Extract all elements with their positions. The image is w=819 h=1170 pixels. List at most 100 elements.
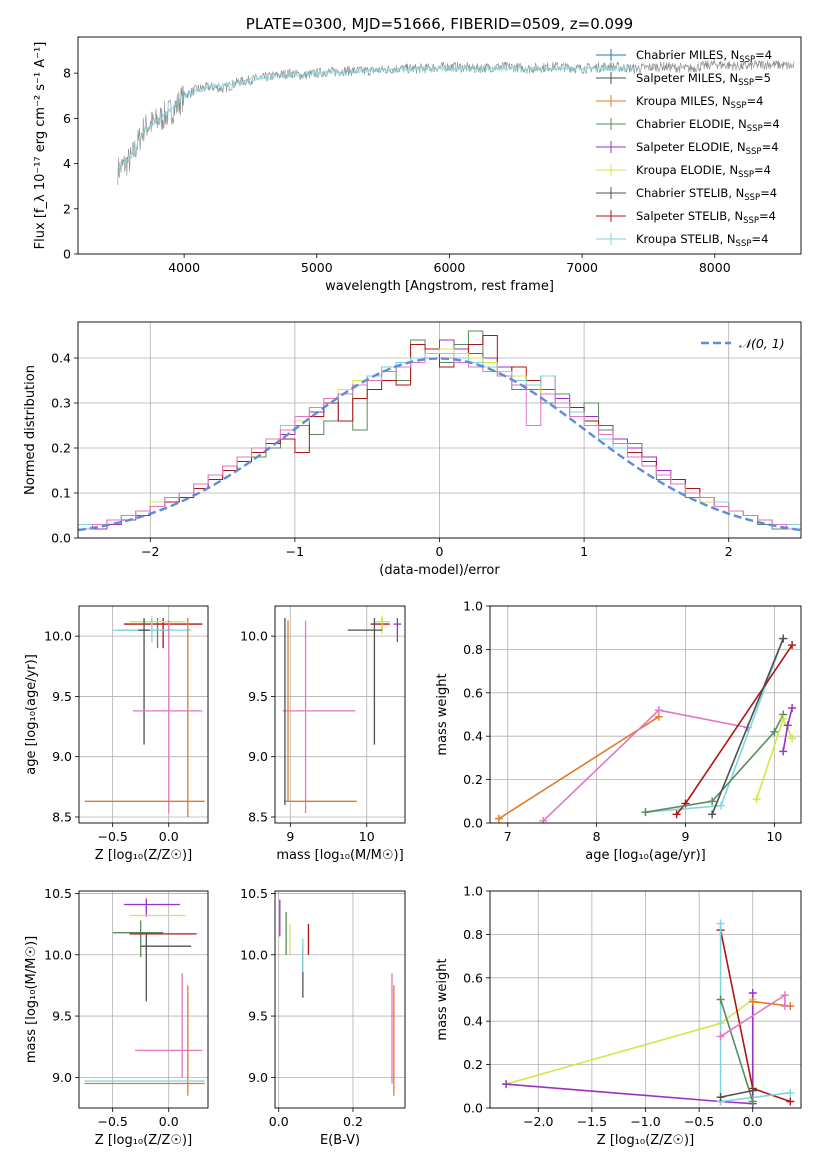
legend-label-text: Kroupa ELODIE, N bbox=[636, 163, 738, 177]
legend-label-sub: SSP bbox=[731, 101, 747, 111]
y-tick-label: 10.0 bbox=[44, 947, 72, 962]
legend-label-suffix: =4 bbox=[755, 48, 772, 62]
y-tick-label: 4 bbox=[63, 156, 71, 171]
series-point bbox=[780, 991, 789, 1000]
y-tick-label: 0.0 bbox=[463, 1101, 483, 1116]
legend-label-sub: SSP bbox=[738, 78, 754, 88]
chart-title: PLATE=0300, MJD=51666, FIBERID=0509, z=0… bbox=[246, 15, 633, 33]
series-point bbox=[779, 634, 788, 643]
y-tick-label: 0.4 bbox=[51, 351, 71, 366]
y-tick-label: 9.0 bbox=[248, 749, 268, 764]
series-point bbox=[783, 721, 792, 730]
series-point bbox=[502, 1080, 511, 1089]
series-line bbox=[645, 714, 784, 813]
y-tick-label: 0.4 bbox=[463, 729, 483, 744]
legend-label: Kroupa STELIB, NSSP=4 bbox=[636, 232, 768, 249]
x-tick-label: 2 bbox=[725, 544, 733, 559]
x-tick-label: 8000 bbox=[699, 260, 731, 275]
series-point bbox=[788, 734, 797, 743]
series-point bbox=[779, 714, 788, 723]
x-tick-label: −1.5 bbox=[577, 1114, 607, 1129]
panel-residuals: −2 −1 0 1 2 0.0 0.1 0.2 0.3 0.4 (data-model)/error… bbox=[23, 321, 802, 578]
y-tick-label: 0.1 bbox=[51, 486, 71, 501]
series-point bbox=[494, 814, 503, 823]
y-tick-label: 10.0 bbox=[240, 629, 268, 644]
legend-label-sub: SSP bbox=[736, 239, 752, 249]
plot-area bbox=[84, 615, 205, 817]
series-point bbox=[539, 816, 548, 823]
x-axis-label: age [log₁₀(age/yr)] bbox=[585, 848, 706, 863]
y-axis-label: mass weight bbox=[435, 958, 450, 1040]
series-line bbox=[645, 638, 784, 813]
legend-label-text: Kroupa STELIB, N bbox=[636, 232, 736, 246]
y-tick-label: 9.5 bbox=[52, 1009, 72, 1024]
x-tick-label: 4000 bbox=[168, 260, 200, 275]
legend-label-sub: SSP bbox=[739, 55, 755, 65]
legend-label-sub: SSP bbox=[738, 170, 754, 180]
axes-frame bbox=[274, 605, 406, 824]
series-line bbox=[719, 923, 791, 1103]
y-tick-label: 10.5 bbox=[44, 886, 72, 901]
x-tick-label: 0.0 bbox=[743, 1114, 763, 1129]
y-tick-label: 0.8 bbox=[463, 927, 483, 942]
axes-frame bbox=[489, 605, 802, 824]
y-tick-label: 9.0 bbox=[52, 1070, 72, 1085]
x-tick-label: 7 bbox=[504, 829, 512, 844]
series-point bbox=[716, 995, 725, 1004]
legend-label: 𝒩(0, 1) bbox=[739, 336, 785, 351]
y-tick-label: 8.5 bbox=[248, 809, 268, 824]
series-point bbox=[786, 1097, 795, 1106]
series-point bbox=[641, 808, 650, 817]
series-point bbox=[752, 795, 761, 804]
panel-mass-vs-EBV: 0.0 0.2 9.0 9.5 10.0 10.5 E(B-V) bbox=[240, 886, 406, 1148]
y-tick-label: 0 bbox=[63, 247, 71, 262]
y-tick-label: 0.6 bbox=[463, 970, 483, 985]
y-tick-label: 0.6 bbox=[463, 685, 483, 700]
legend-label-sub: SSP bbox=[743, 216, 759, 226]
x-axis-label: (data-model)/error bbox=[379, 563, 500, 578]
plot-area bbox=[84, 898, 205, 1096]
legend: 𝒩(0, 1) bbox=[701, 336, 785, 351]
panel-weight-vs-age: 7 8 9 10 0.0 0.2 0.4 0.6 0.8 1.0 age [log₁₀(age/yr… bbox=[435, 599, 802, 863]
x-tick-label: −2.0 bbox=[523, 1114, 553, 1129]
plot-area bbox=[279, 899, 395, 1096]
axes-frame bbox=[78, 890, 209, 1109]
plot-area bbox=[78, 330, 801, 532]
plot-area bbox=[494, 634, 797, 823]
legend-label-text: Chabrier STELIB, N bbox=[636, 186, 744, 200]
x-axis-label: wavelength [Angstrom, rest frame] bbox=[325, 279, 554, 294]
series-point bbox=[788, 641, 797, 650]
y-tick-label: 9.5 bbox=[52, 689, 72, 704]
x-tick-label: −0.5 bbox=[97, 1114, 127, 1129]
y-tick-label: 1.0 bbox=[463, 884, 483, 899]
x-tick-label: −2 bbox=[141, 544, 159, 559]
y-tick-label: 0.0 bbox=[463, 816, 483, 831]
y-tick-label: 0.8 bbox=[463, 642, 483, 657]
x-tick-label: 9 bbox=[682, 829, 690, 844]
series-point bbox=[717, 801, 726, 810]
plot-area bbox=[502, 919, 795, 1108]
legend-label-sub: SSP bbox=[747, 124, 763, 134]
x-tick-label: 6000 bbox=[434, 260, 466, 275]
x-tick-label: 5000 bbox=[301, 260, 333, 275]
legend-label-suffix: =4 bbox=[754, 163, 771, 177]
series-line bbox=[720, 1089, 753, 1098]
panel-age-vs-mass: 9 10 8.5 9.0 9.5 10.0 mass [log₁₀(M/M☉)] bbox=[240, 605, 406, 863]
legend-label: Chabrier STELIB, NSSP=4 bbox=[636, 186, 777, 203]
y-tick-label: 8 bbox=[63, 66, 71, 81]
series-point bbox=[748, 988, 757, 997]
panel-age-vs-Z: −0.5 0.0 8.5 9.0 9.5 10.0 Z [log₁₀(Z/Z☉)] age [… bbox=[24, 605, 209, 863]
y-tick-label: 0.2 bbox=[51, 441, 71, 456]
legend-label-suffix: =4 bbox=[759, 209, 776, 223]
series-point bbox=[788, 703, 797, 712]
y-tick-label: 2 bbox=[63, 201, 71, 216]
legend-label-suffix: =4 bbox=[762, 140, 779, 154]
legend-label-suffix: =4 bbox=[763, 117, 780, 131]
x-tick-label: 0 bbox=[436, 544, 444, 559]
x-tick-label: −1.0 bbox=[630, 1114, 660, 1129]
legend-label-text: Chabrier MILES, N bbox=[636, 48, 739, 62]
series-point bbox=[708, 810, 717, 819]
plot-area bbox=[282, 615, 402, 814]
